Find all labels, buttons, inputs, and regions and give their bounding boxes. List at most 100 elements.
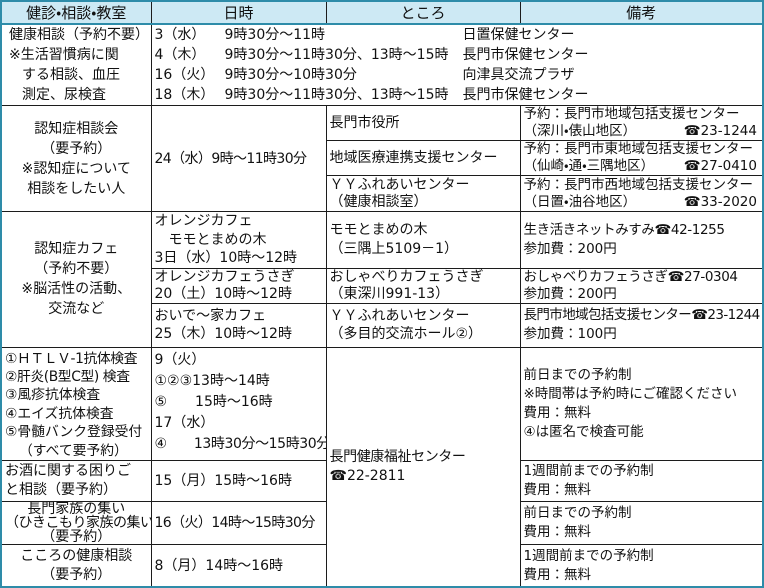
category-line: ①ＨＴＬＶ-1抗体検査 [5, 350, 138, 367]
category-cell: 健康相談（予約不要） ※生活習慣病に関 する相談、血圧 測定、尿検査 [0, 23, 152, 106]
session-line: 16（火） 9時30分～10時30分 向津具交流プラザ [155, 65, 760, 85]
session-place: 日置保健センター [462, 27, 575, 43]
category-line: （ひきこもり家族の集い） [5, 514, 151, 531]
datetime-line: 17（水） [154, 414, 215, 431]
category-line: 測定、尿検査 [22, 87, 106, 103]
row-family-gathering: 長門家族の集い （ひきこもり家族の集い） （要予約） 16（火）14時～15時3… [0, 500, 764, 545]
note-line: 予約：長門市西地域包括支援センター [523, 176, 754, 193]
category-line: ④エイズ抗体検査 [5, 405, 114, 422]
session-line: 18（木） 9時30分～11時30分、13時～15時 長門市保健センター [155, 85, 760, 105]
note-area: （深川・俵山地区） [523, 123, 637, 139]
phone-number: ☎33-2020 [683, 193, 757, 210]
category-cell: ①ＨＴＬＶ-1抗体検査 ②肝炎(B型C型) 検査 ③風疹抗体検査 ④エイズ抗体検… [0, 346, 152, 461]
row-dementia-consult: 地域医療連携支援センター 予約：長門市東地域包括支援センター （仙崎・通・三隅地… [1, 140, 764, 176]
category-line: （要予約） [41, 528, 112, 545]
datetime-line: モモとまめの木 [154, 231, 267, 248]
note-line: 1週間前までの予約制 [523, 547, 654, 564]
row-health-consult: 健康相談（予約不要） ※生活習慣病に関 する相談、血圧 測定、尿検査 3（水） … [0, 23, 764, 106]
notes-cell: おしゃべりカフェうさぎ☎27-0304 参加費：200円 [519, 267, 764, 304]
header-place: ところ [325, 0, 521, 25]
session-line: 4（木） 9時30分～11時30分、13時～15時 長門市保健センター [155, 45, 760, 65]
category-line: と相談（要予約） [5, 481, 117, 498]
place-cell: ＹＹふれあいセンター （健康相談室） [325, 175, 521, 212]
header-notes: 備考 [519, 0, 764, 25]
place-line: 地域医療連携支援センター [329, 150, 498, 166]
place-name: 長門健康福祉センター [329, 449, 466, 466]
notes-cell: 生き活きネットみすみ☎42-1255 参加費：200円 [519, 211, 764, 269]
datetime-cell: おいで～家カフェ 25（木）10時～12時 [150, 302, 327, 348]
row-antibody-tests: ①ＨＴＬＶ-1抗体検査 ②肝炎(B型C型) 検査 ③風疹抗体検査 ④エイズ抗体検… [0, 346, 764, 588]
place-line: ＹＹふれあいセンター [329, 176, 470, 193]
place-line: （健康相談室） [329, 193, 428, 210]
note-line: （仙崎・通・三隅地区） ☎27-0410 [524, 158, 760, 175]
category-cell: 認知症カフェ （予約不要） ※脳活性の活動、 交流など [0, 211, 152, 348]
session-date: 18（木） [154, 87, 215, 103]
session-line: 3（水） 9時30分～11時 日置保健センター [155, 25, 760, 45]
session-date: 4（木） [154, 47, 206, 63]
datetime-line: オレンジカフェうさぎ [154, 269, 295, 285]
datetime-cell: 9（火） ①②③13時～14時 ⑤ 15時～16時 17（水） ④ 13時30分… [150, 346, 327, 461]
note-line: 費用：無料 [523, 404, 592, 421]
notes-cell: 長門市地域包括支援センター☎23-1244 参加費：100円 [519, 302, 764, 348]
note-line: （深川・俵山地区） ☎23-1244 [524, 123, 760, 140]
notes-cell: 予約：長門市西地域包括支援センター （日置・油谷地区） ☎33-2020 [519, 175, 764, 212]
notes-cell: 1週間前までの予約制 費用：無料 [519, 459, 764, 502]
datetime-cell: 24（水）9時～11時30分 [150, 105, 327, 212]
row-dementia-cafe: 認知症カフェ （予約不要） ※脳活性の活動、 交流など オレンジカフェ モモとま… [0, 211, 764, 348]
datetime-line: ①②③13時～14時 [154, 372, 270, 389]
category-line: 認知症カフェ [34, 241, 119, 258]
row-dementia-consult: ＹＹふれあいセンター （健康相談室） 予約：長門市西地域包括支援センター （日置… [1, 175, 764, 212]
category-line: ※脳活性の活動、 [21, 281, 132, 298]
note-line: 参加費：100円 [523, 326, 617, 342]
datetime-line: 8（月）14時～16時 [154, 557, 284, 574]
place-cell: モモとまめの木 （三隅上5109－1） [325, 211, 521, 269]
note-line: 参加費：200円 [523, 240, 617, 257]
datetime-line: 16（火）14時～15時30分 [154, 514, 316, 531]
category-cell: 長門家族の集い （ひきこもり家族の集い） （要予約） [0, 500, 152, 545]
note-line: 生き活きネットみすみ☎42-1255 [523, 221, 725, 238]
datetime-cell: オレンジカフェうさぎ 20（土）10時～12時 [150, 267, 327, 304]
note-line: 予約：長門市地域包括支援センター [523, 106, 740, 123]
session-time: 9時30分～11時30分、13時～15時 [224, 47, 449, 63]
note-line: ④は匿名で検査可能 [523, 423, 644, 440]
session-date: 16（火） [154, 67, 215, 83]
place-cell-shared: 長門健康福祉センター ☎22-2811 [325, 346, 521, 588]
header-datetime: 日時 [150, 0, 327, 25]
notes-cell: 前日までの予約制 ※時間帯は予約時にご確認ください 費用：無料 ④は匿名で検査可… [519, 346, 764, 461]
note-line: 費用：無料 [523, 566, 592, 583]
category-line: こころの健康相談 [20, 548, 133, 565]
datetime-line: 24（水）9時～11時30分 [154, 150, 308, 167]
phone-number: ☎23-1244 [683, 123, 757, 139]
datetime-line: 3日（水）10時～12時 [154, 250, 298, 266]
datetime-line: 9（火） [154, 351, 206, 368]
datetime-line: 20（土）10時～12時 [154, 285, 292, 302]
session-time: 9時30分～11時30分、13時～15時 [224, 87, 449, 103]
note-line: （日置・油谷地区） ☎33-2020 [524, 194, 760, 211]
place-cell: おしゃべりカフェうさぎ （東深川991-13） [325, 267, 521, 304]
category-line: する相談、血圧 [22, 67, 120, 83]
category-line: ②肝炎(B型C型) 検査 [5, 368, 130, 385]
datetime-line: 15（月）15時～16時 [154, 472, 292, 489]
category-line: ⑤骨髄バンク登録受付 [5, 424, 143, 441]
note-line: おしゃべりカフェうさぎ☎27-0304 [523, 268, 739, 285]
place-line: （三隅上5109－1） [329, 240, 459, 257]
category-line: 交流など [48, 301, 105, 318]
datetime-line: おいで～家カフェ [154, 307, 267, 324]
category-line: ※認知症について [21, 160, 131, 177]
category-line: ※生活習慣病に関 [9, 47, 119, 63]
category-line: 相談をしたい人 [27, 180, 126, 197]
session-time: 9時30分～11時 [224, 27, 326, 43]
phone-number: ☎22-2811 [329, 467, 406, 484]
place-line: （東深川991-13） [329, 285, 450, 302]
place-line: おしゃべりカフェうさぎ [329, 269, 484, 285]
session-place: 長門市保健センター [462, 47, 589, 63]
category-line: （すべて要予約） [19, 442, 128, 459]
note-line: 予約：長門市東地域包括支援センター [523, 141, 754, 158]
notes-cell: 前日までの予約制 費用：無料 [519, 500, 764, 545]
session-place: 向津具交流プラザ [462, 67, 575, 83]
phone-number: ☎27-0410 [683, 158, 757, 174]
row-dementia-cafe: おいで～家カフェ 25（木）10時～12時 ＹＹふれあいセンター （多目的交流ホ… [1, 302, 764, 348]
note-line: 参加費：200円 [523, 285, 617, 302]
row-alcohol-consult: お酒に関する困りご と相談（要予約） 15（月）15時～16時 1週間前までの予… [0, 459, 764, 502]
